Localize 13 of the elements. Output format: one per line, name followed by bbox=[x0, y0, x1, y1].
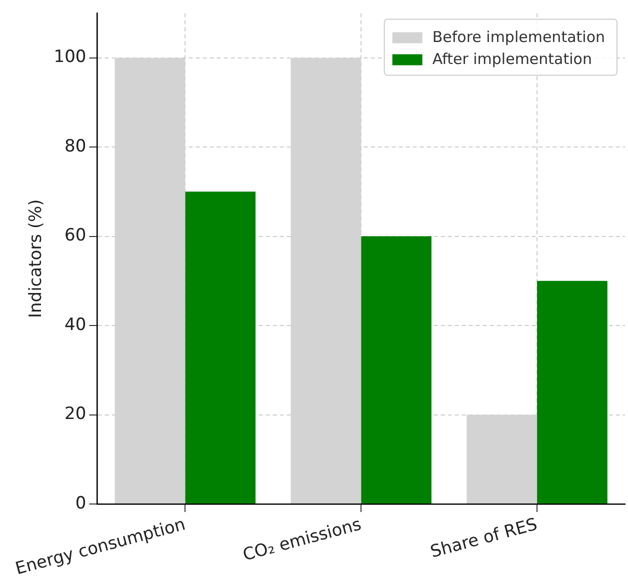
y-axis-title: Indicators (%) bbox=[26, 199, 46, 318]
y-tick-label: 40 bbox=[64, 314, 86, 335]
bar bbox=[537, 280, 608, 504]
legend-label: After implementation bbox=[432, 50, 592, 68]
y-tick-label: 100 bbox=[54, 47, 86, 68]
bar bbox=[185, 192, 256, 504]
y-tick-label: 80 bbox=[64, 136, 86, 156]
y-tick-label: 20 bbox=[64, 404, 86, 424]
bar bbox=[361, 236, 432, 504]
y-tick-label: 60 bbox=[64, 226, 86, 246]
x-tick-label: Share of RES bbox=[428, 514, 540, 562]
legend-label: Before implementation bbox=[432, 28, 606, 46]
y-tick-label: 0 bbox=[75, 493, 86, 514]
